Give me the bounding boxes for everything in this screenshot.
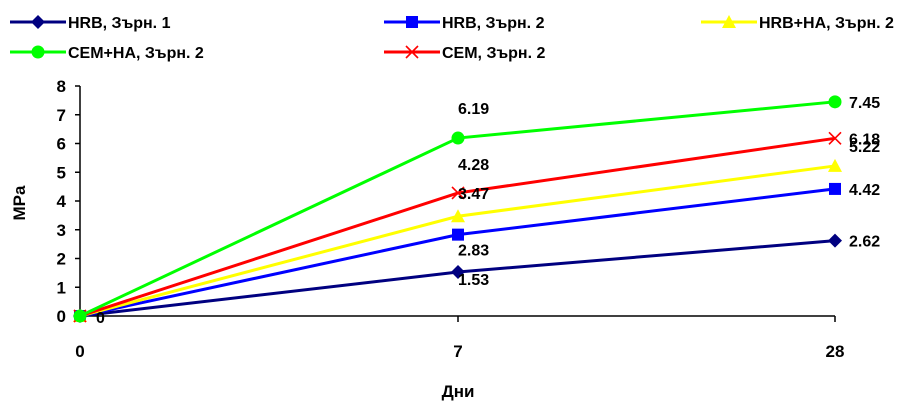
legend-marker [31,15,45,29]
x-axis-title: Дни [442,382,475,401]
legend-marker [406,16,418,28]
y-tick-label: 5 [57,163,66,182]
legend-item: HRB+HA, Зърн. 2 [701,15,894,32]
y-tick-label: 4 [57,192,67,211]
legend-item: HRB, Зърн. 1 [10,15,171,32]
legend-label: HRB, Зърн. 2 [442,15,545,32]
data-point [74,310,87,323]
data-point [828,234,842,248]
y-tick-label: 3 [57,221,66,240]
data-label: 4.42 [849,182,880,199]
x-tick-label: 7 [453,342,462,361]
data-point [829,95,842,108]
x-tick-label: 28 [826,342,845,361]
y-tick-label: 0 [57,307,66,326]
legend: HRB, Зърн. 1 HRB, Зърн. 2 HRB+HA, Зърн. 2 C… [10,15,894,62]
y-tick-label: 7 [57,106,66,125]
y-tick-label: 1 [57,278,66,297]
data-point [829,183,841,195]
legend-label: HRB+HA, Зърн. 2 [759,15,894,32]
y-tick-label: 6 [57,135,66,154]
data-label: 0 [96,310,105,327]
legend-label: CEM+HA, Зърн. 2 [68,45,204,62]
data-label: 2.62 [849,234,880,251]
data-label: 2.83 [458,243,489,260]
data-point [452,229,464,241]
axes: 0 1 2 3 4 5 6 7 8 0 7 28 Дни MPa [10,77,844,401]
legend-marker [32,46,45,59]
legend-item: CEM+HA, Зърн. 2 [10,45,204,62]
data-label: 3.47 [458,186,489,203]
legend-item: HRB, Зърн. 2 [384,15,545,32]
data-point [452,132,465,145]
data-label: 7.45 [849,95,880,112]
y-tick-label: 2 [57,250,66,269]
y-axis-title: MPa [10,185,29,221]
data-label: 6.19 [458,101,489,118]
data-label: 6.18 [849,131,880,148]
y-tick-label: 8 [57,77,66,96]
data-label: 1.53 [458,272,489,289]
legend-label: CEM, Зърн. 2 [442,45,545,62]
legend-label: HRB, Зърн. 1 [68,15,171,32]
data-label: 4.28 [458,157,489,174]
legend-item: CEM, Зърн. 2 [384,45,545,62]
x-tick-label: 0 [75,342,84,361]
